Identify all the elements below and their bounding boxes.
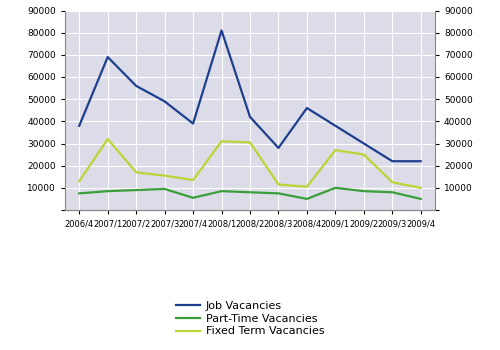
Legend: Job Vacancies, Part-Time Vacancies, Fixed Term Vacancies: Job Vacancies, Part-Time Vacancies, Fixe… — [171, 296, 329, 341]
